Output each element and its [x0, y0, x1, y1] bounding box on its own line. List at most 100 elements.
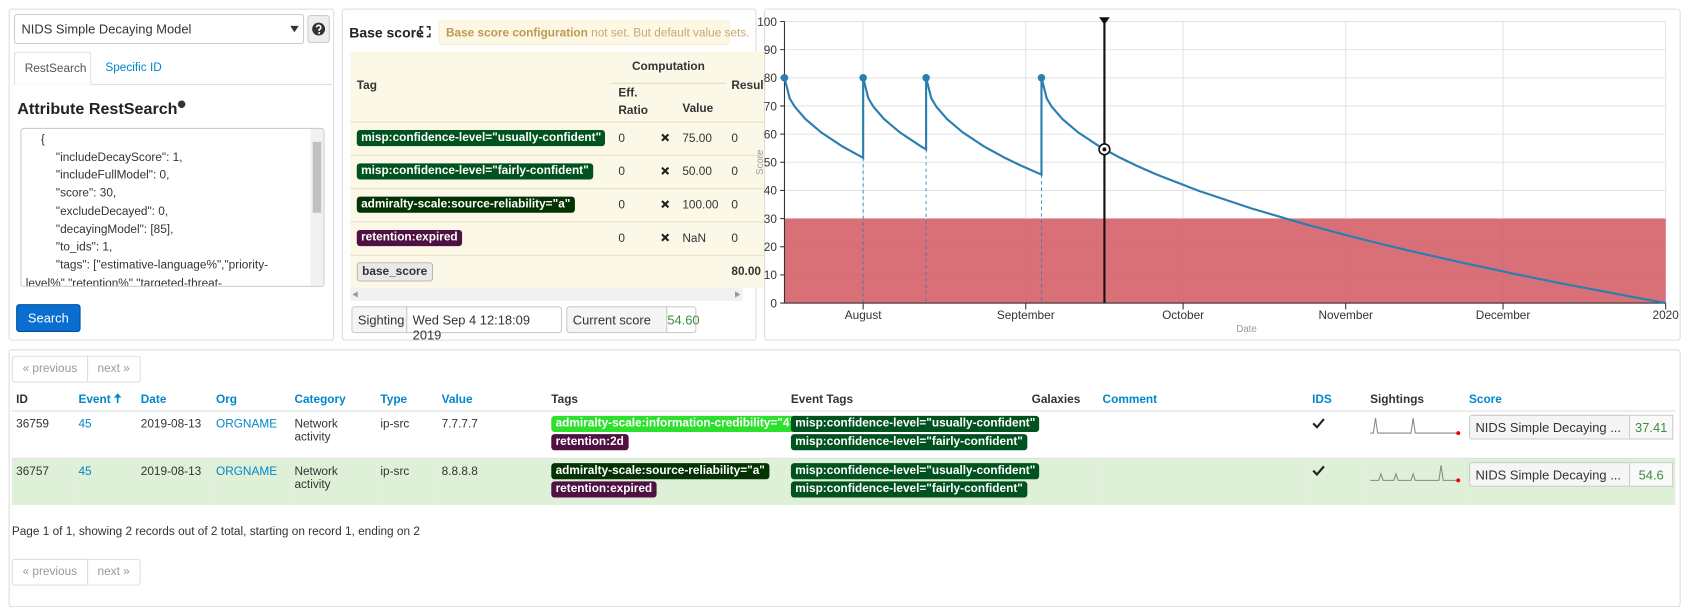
- event[interactable]: 45: [74, 457, 137, 506]
- query-line: "excludeDecayed": 0,: [55, 205, 169, 218]
- notice-strong: Base score configuration: [445, 26, 588, 40]
- next[interactable]: next »: [87, 558, 141, 586]
- query-line: "score": 30,: [55, 187, 117, 200]
- help-icon: [312, 22, 326, 36]
- previous[interactable]: « previous: [11, 558, 88, 586]
- today-marker: [1099, 17, 1110, 25]
- query-line: "to_ids": 1,: [55, 240, 113, 254]
- tab-active[interactable]: RestSearch: [13, 51, 92, 85]
- attributes-table: ID Event Date Org Category Type Value Ta…: [11, 389, 1676, 506]
- base-score-label: base_score: [356, 261, 433, 282]
- org[interactable]: ORGNAME: [211, 410, 291, 459]
- chart: 0 10 20 30 40 50 60 70 80 90 100 August September Oct…: [755, 15, 1680, 335]
- restsearch-title: Attribute RestSearch: [17, 100, 186, 118]
- sighting-point: [780, 74, 789, 82]
- restsearch-title-text: Attribute RestSearch: [17, 99, 178, 119]
- header: Value: [682, 102, 714, 115]
- x-tick-label: December: [1476, 308, 1531, 322]
- tag[interactable]: misp:confidence-level="usually-confident…: [790, 463, 1040, 480]
- header-text[interactable]: Event: [78, 393, 111, 407]
- x-axis-label: Date: [1236, 324, 1256, 335]
- score-model[interactable]: NIDS Simple Decaying ...: [1469, 414, 1631, 440]
- query-textarea[interactable]: { "includeDecayScore": 1, "includeFullMo…: [20, 127, 325, 287]
- tag: misp:confidence-level="usually-confident…: [356, 130, 606, 147]
- y-tick-label: 100: [757, 15, 777, 29]
- date: 2019-08-13: [136, 410, 212, 459]
- y-tick-label: 90: [764, 43, 778, 57]
- model-select[interactable]: NIDS Simple Decaying Model: [13, 13, 305, 45]
- previous[interactable]: « previous: [11, 355, 88, 383]
- header[interactable]: Type: [380, 393, 408, 407]
- restsearch-panel: NIDS Simple Decaying Model RestSearch Sp…: [8, 8, 335, 341]
- next[interactable]: next »: [87, 355, 141, 383]
- score: 37.41: [1630, 414, 1674, 440]
- threshold-band: [784, 218, 1666, 304]
- x-tick-label: 2020: [1653, 308, 1680, 322]
- header[interactable]: Score: [1469, 393, 1502, 407]
- category: Network activity: [290, 457, 377, 506]
- header[interactable]: Category: [294, 393, 346, 407]
- value: 100.00: [675, 187, 725, 222]
- scrollbar-thumb[interactable]: [312, 141, 322, 213]
- attribute-row: 36759 45 2019-08-13 ORGNAME Network acti…: [11, 410, 1676, 459]
- header[interactable]: Value: [441, 393, 473, 407]
- tag[interactable]: misp:confidence-level="usually-confident…: [790, 415, 1040, 432]
- dropdown-arrow: [290, 25, 299, 33]
- pagination-info: Page 1 of 1, showing 2 records out of 2 …: [11, 525, 420, 539]
- sighting-point: [859, 74, 867, 82]
- sightings-sparkline: [1370, 465, 1461, 483]
- help-button[interactable]: [307, 15, 330, 43]
- tab[interactable]: Specific ID: [105, 61, 162, 75]
- scroll-right[interactable]: [735, 291, 741, 298]
- header: Tag: [356, 79, 377, 93]
- tag[interactable]: misp:confidence-level="fairly-confident": [790, 481, 1028, 498]
- tag[interactable]: retention:2d: [551, 434, 629, 451]
- tag: misp:confidence-level="fairly-confident": [356, 163, 594, 180]
- attribute-row: 36757 45 2019-08-13 ORGNAME Network acti…: [11, 457, 1676, 506]
- check-icon: [1312, 465, 1325, 477]
- scroll-left[interactable]: [352, 291, 358, 298]
- x-tick-label: October: [1162, 308, 1204, 322]
- tag[interactable]: retention:expired: [551, 481, 657, 498]
- expand-icon[interactable]: [419, 26, 431, 38]
- y-tick-label: 10: [764, 268, 778, 282]
- event[interactable]: 45: [74, 410, 137, 459]
- search-button[interactable]: Search: [16, 304, 81, 333]
- scrollbar[interactable]: [310, 128, 324, 286]
- query-line: {: [40, 133, 45, 147]
- header[interactable]: IDS: [1312, 393, 1332, 407]
- times-icon: [661, 199, 670, 208]
- header: ID: [16, 393, 28, 407]
- check-icon: [1312, 418, 1325, 429]
- header[interactable]: Org: [215, 393, 238, 407]
- score-model[interactable]: NIDS Simple Decaying ...: [1469, 462, 1631, 487]
- score: 54.6: [1630, 462, 1674, 487]
- x-tick-label: November: [1318, 308, 1373, 322]
- header: Event Tags: [790, 393, 854, 407]
- tag[interactable]: admiralty-scale:source-reliability="a": [551, 463, 770, 480]
- tag: admiralty-scale:source-reliability="a": [356, 196, 575, 213]
- ratio: 0: [611, 220, 655, 255]
- times-icon: [661, 133, 670, 141]
- value: 75.00: [675, 120, 725, 155]
- tag[interactable]: admiralty-scale:information-credibility=…: [551, 415, 800, 432]
- x-tick-label: September: [997, 308, 1055, 322]
- tag[interactable]: misp:confidence-level="fairly-confident": [790, 434, 1028, 451]
- horizontal-scrollbar[interactable]: [350, 287, 743, 301]
- y-tick-label: 40: [764, 184, 778, 198]
- header[interactable]: Date: [140, 393, 167, 407]
- date: 2019-08-13: [136, 457, 212, 506]
- pagination-top: « previous next »: [11, 355, 141, 383]
- base-score-title: Base score: [349, 24, 424, 41]
- header[interactable]: Comment: [1102, 393, 1158, 407]
- times-icon: [661, 232, 670, 241]
- tab-border: [12, 83, 333, 85]
- times-icon: [661, 166, 670, 175]
- org[interactable]: ORGNAME: [211, 457, 291, 506]
- header-sorted[interactable]: Event: [74, 389, 136, 411]
- y-tick-label: 50: [764, 156, 778, 170]
- header: Sightings: [1370, 393, 1424, 407]
- id: 36759: [11, 410, 75, 459]
- header: Tags: [551, 393, 578, 407]
